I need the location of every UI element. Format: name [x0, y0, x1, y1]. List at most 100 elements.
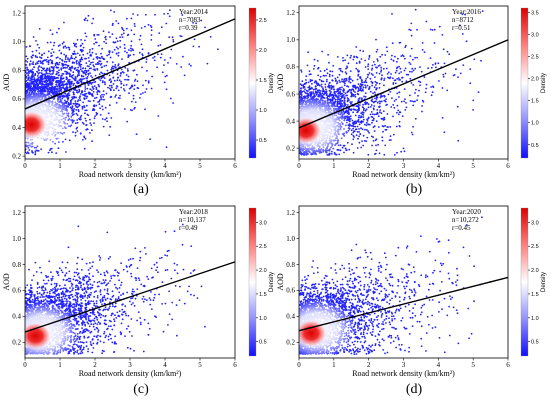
x-tick-label: 0 — [297, 361, 301, 369]
x-tick-label: 3 — [402, 162, 406, 170]
y-axis-label: AOD — [276, 273, 285, 291]
panel-a: 0 1 2 3 4 5 6 0.2 0.4 0.6 0.8 1.0 1.2 Road network de… — [2, 5, 275, 197]
y-tick-label: 1.2 — [12, 9, 21, 17]
colorbar-label: Density — [269, 272, 275, 292]
stat-r: r=0.39 — [179, 24, 198, 32]
y-tick-label: 0.2 — [12, 152, 21, 160]
colorbar-tick-label: 0.5 — [531, 143, 539, 149]
y-tick-label: 1.0 — [12, 38, 21, 46]
x-tick-label: 1 — [332, 162, 336, 170]
fit-line — [24, 18, 236, 110]
colorbar-tick-label: 3.5 — [531, 10, 539, 16]
y-axis-label: AOD — [276, 74, 285, 92]
colorbar-tick-label: 2.0 — [259, 268, 267, 274]
colorbar-tick-label: 1.5 — [531, 292, 539, 298]
colorbar-tick-label: 1.5 — [259, 292, 267, 298]
colorbar-tick-label: 0.5 — [531, 340, 539, 346]
colorbar — [248, 207, 257, 357]
x-tick-label: 2 — [367, 361, 371, 369]
stat-n: n=10,272 — [452, 216, 479, 224]
colorbar-tick-label: 3.0 — [259, 220, 267, 226]
x-tick-label: 4 — [437, 361, 441, 369]
y-tick-label: 1.0 — [286, 235, 295, 243]
fit-line — [298, 39, 509, 129]
y-tick-label: 0.4 — [286, 117, 295, 125]
x-tick-label: 1 — [58, 162, 62, 170]
y-tick-label: 0.4 — [286, 313, 295, 321]
colorbar — [520, 7, 529, 159]
x-axis-label: Road network density (km/km²) — [79, 170, 182, 179]
y-tick-label: 0.8 — [12, 67, 21, 75]
colorbar-tick-label: 1.5 — [531, 99, 539, 105]
x-tick-label: 3 — [128, 162, 132, 170]
x-tick-label: 3 — [402, 361, 406, 369]
y-tick-label: 0.6 — [286, 90, 295, 98]
x-tick-label: 1 — [332, 361, 336, 369]
x-axis-label: Road network density (km/km²) — [352, 369, 455, 378]
density-core — [25, 90, 76, 151]
x-tick-label: 6 — [506, 361, 510, 369]
density-core — [25, 301, 80, 358]
colorbar — [520, 207, 529, 357]
x-tick-label: 3 — [128, 361, 132, 369]
x-tick-label: 4 — [163, 162, 167, 170]
colorbar-tick-label: 1.0 — [531, 121, 539, 127]
x-tick-label: 5 — [471, 361, 475, 369]
y-tick-label: 0.6 — [286, 287, 295, 295]
y-tick-label: 1.0 — [286, 36, 295, 44]
y-tick-label: 0.6 — [12, 95, 21, 103]
y-tick-label: 0.8 — [286, 261, 295, 269]
colorbar — [248, 7, 257, 159]
panel-c: 0 1 2 3 4 5 6 0.2 0.4 0.6 0.8 1.0 1.2 Road network de… — [2, 205, 275, 397]
panel-b: 0 1 2 3 4 5 6 0.2 0.4 0.6 0.8 1.0 1.2 Road network de… — [276, 5, 547, 197]
x-tick-label: 2 — [367, 162, 371, 170]
colorbar-tick-label: 2.5 — [531, 244, 539, 250]
x-tick-label: 5 — [198, 162, 202, 170]
stat-year: Year:2014 — [179, 8, 208, 16]
colorbar-tick-label: 2.5 — [259, 244, 267, 250]
panel-label: (a) — [133, 182, 149, 197]
x-tick-label: 2 — [93, 162, 97, 170]
stat-year: Year:2020 — [452, 208, 481, 216]
y-tick-label: 0.2 — [286, 339, 295, 347]
x-tick-label: 1 — [58, 361, 62, 369]
density-core — [299, 299, 356, 358]
x-tick-label: 5 — [198, 361, 202, 369]
y-tick-label: 1.2 — [286, 9, 295, 17]
colorbar-label: Density — [541, 272, 547, 292]
y-tick-label: 0.4 — [12, 124, 21, 132]
x-tick-label: 6 — [233, 361, 237, 369]
y-tick-label: 0.8 — [12, 261, 21, 269]
stat-n: n=7083 — [179, 16, 201, 24]
y-tick-label: 0.4 — [12, 313, 21, 321]
stat-r: r=0.45 — [452, 224, 471, 232]
colorbar-tick-label: 1.0 — [531, 316, 539, 322]
colorbar-label: Density — [269, 73, 275, 93]
y-tick-label: 1.2 — [12, 209, 21, 217]
x-tick-label: 4 — [437, 162, 441, 170]
x-tick-label: 0 — [23, 361, 27, 369]
panel-label: (d) — [406, 382, 423, 397]
stat-n: n=8712 — [452, 16, 474, 24]
y-tick-label: 0.2 — [12, 339, 21, 347]
y-axis-label: AOD — [2, 74, 11, 92]
colorbar-label: Density — [541, 73, 547, 93]
fit-line — [24, 261, 236, 333]
x-tick-label: 5 — [471, 162, 475, 170]
stat-year: Year:2016 — [452, 8, 481, 16]
colorbar-tick-label: 2.0 — [531, 77, 539, 83]
y-tick-label: 0.8 — [286, 63, 295, 71]
colorbar-tick-label: 2.5 — [259, 18, 267, 24]
colorbar-tick-label: 2.0 — [531, 268, 539, 274]
y-tick-label: 0.6 — [12, 287, 21, 295]
x-axis-label: Road network density (km/km²) — [79, 369, 182, 378]
stat-r: r=0.51 — [452, 24, 471, 32]
colorbar-tick-label: 1.0 — [259, 108, 267, 114]
colorbar-tick-label: 2.5 — [531, 55, 539, 61]
x-tick-label: 6 — [506, 162, 510, 170]
panel-label: (c) — [133, 382, 149, 397]
y-axis-label: AOD — [2, 273, 11, 291]
fit-line — [298, 276, 509, 332]
colorbar-tick-label: 0.5 — [259, 340, 267, 346]
